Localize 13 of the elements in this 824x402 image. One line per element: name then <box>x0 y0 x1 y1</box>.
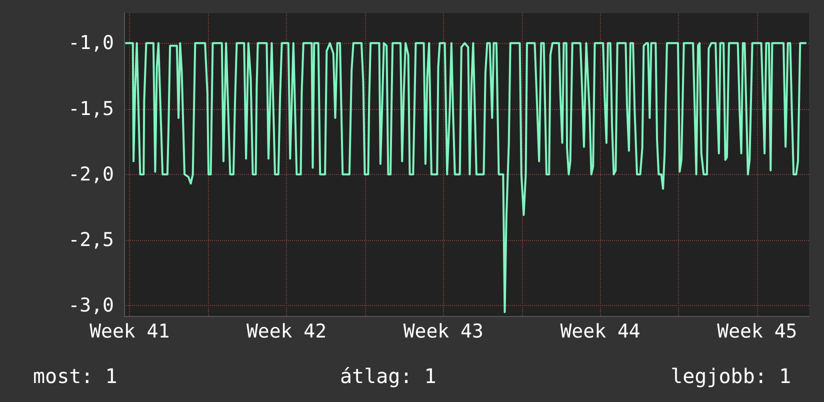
x-tick-label: Week 41 <box>90 320 170 342</box>
text: most: 1 <box>33 364 118 388</box>
y-tick-label: -1,0 <box>68 32 114 54</box>
y-tick-label: -2,0 <box>68 163 114 186</box>
text: legjobb: 1 <box>670 364 791 388</box>
y-tick-label: -3,0 <box>68 294 114 317</box>
y-tick-label: -2,5 <box>68 228 114 251</box>
x-tick-label: Week 42 <box>246 320 327 342</box>
x-tick-label: Week 44 <box>560 320 640 342</box>
y-tick-label: -1,5 <box>68 98 114 120</box>
x-tick-label: Week 43 <box>403 320 484 342</box>
text: átlag: 1 <box>340 364 436 388</box>
x-tick-label: Week 45 <box>717 320 798 342</box>
